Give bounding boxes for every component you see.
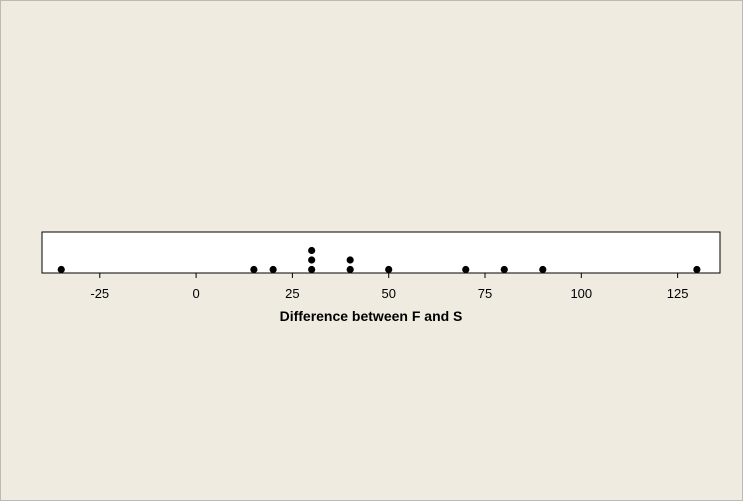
x-tick-label: 125 [667, 286, 689, 301]
data-point [500, 265, 508, 274]
data-point [539, 265, 547, 274]
x-axis-ticks [99, 273, 679, 278]
x-tick-label: 50 [381, 286, 395, 301]
data-point [385, 265, 393, 274]
x-axis-label: Difference between F and S [280, 308, 463, 324]
plot-area [41, 231, 721, 274]
x-tick-label: -25 [90, 286, 109, 301]
data-point [462, 265, 470, 274]
data-point [308, 256, 316, 264]
x-tick-label: 75 [478, 286, 492, 301]
data-point [269, 265, 277, 274]
x-tick-label: 0 [192, 286, 199, 301]
data-point [57, 265, 65, 274]
data-point [308, 246, 316, 255]
x-tick-label: 100 [570, 286, 592, 301]
data-point [250, 265, 258, 274]
data-point [346, 256, 354, 264]
data-point [693, 265, 701, 274]
x-axis-tick-labels: -25 0 25 50 75 100 125 [90, 286, 688, 301]
data-points [57, 246, 701, 274]
x-tick-label: 25 [285, 286, 299, 301]
data-point [346, 265, 354, 274]
data-point [308, 265, 316, 274]
